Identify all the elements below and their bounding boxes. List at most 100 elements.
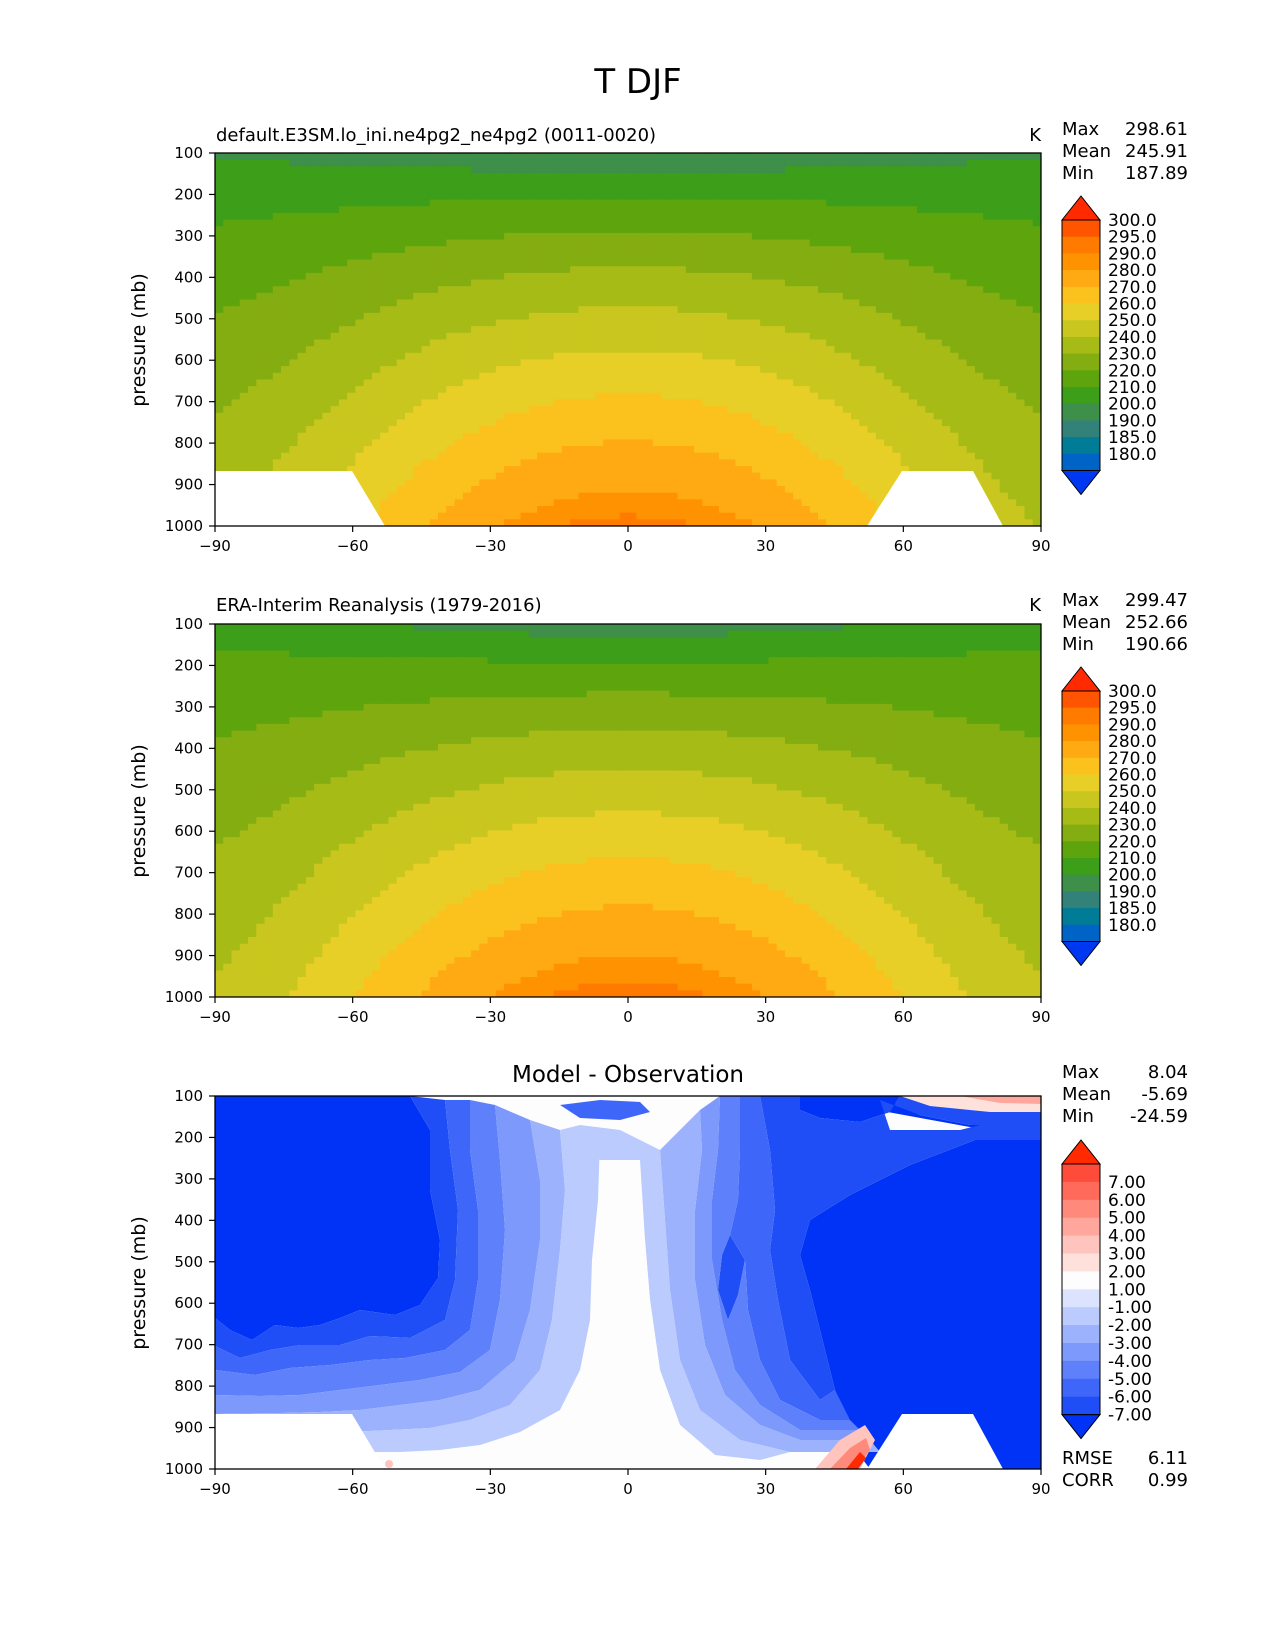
contour-cell	[727, 326, 736, 334]
contour-cell	[727, 366, 736, 374]
contour-cell	[239, 332, 249, 341]
contour-cell	[677, 372, 687, 381]
contour-cell	[628, 172, 637, 181]
contour-cell	[413, 246, 423, 254]
contour-cell	[504, 286, 513, 294]
contour-cell	[991, 426, 1001, 434]
contour-cell	[793, 212, 803, 221]
contour-cell	[1024, 472, 1034, 480]
contour-cell	[429, 339, 439, 347]
contour-cell	[974, 299, 984, 307]
contour-cell	[644, 446, 654, 454]
contour-cell	[281, 212, 290, 221]
contour-cell	[330, 332, 340, 341]
contour-cell	[661, 166, 670, 174]
contour-cell	[404, 246, 414, 254]
contour-cell	[718, 272, 728, 281]
contour-cell	[347, 179, 357, 187]
contour-cell	[760, 372, 770, 381]
contour-cell	[338, 299, 348, 307]
contour-cell	[520, 219, 530, 227]
contour-cell	[330, 306, 340, 314]
contour-cell	[545, 432, 555, 441]
contour-cell	[875, 172, 885, 181]
contour-cell	[628, 192, 637, 201]
contour-cell	[355, 226, 365, 234]
contour-cell	[1016, 412, 1026, 421]
contour-cell	[958, 252, 968, 261]
contour-cell	[454, 426, 464, 434]
contour-cell	[454, 266, 464, 274]
contour-cell	[305, 166, 315, 174]
contour-cell	[338, 179, 348, 187]
contour-cell	[611, 352, 621, 361]
contour-cell	[834, 166, 844, 174]
contour-cell	[900, 352, 910, 361]
contour-cell	[528, 472, 538, 480]
contour-cell	[256, 379, 266, 387]
contour-cell	[347, 279, 357, 287]
contour-cell	[842, 252, 852, 261]
contour-cell	[578, 259, 588, 267]
contour-cell	[941, 452, 951, 460]
contour-cell	[239, 446, 249, 454]
contour-cell	[801, 406, 811, 414]
contour-cell	[983, 446, 993, 454]
contour-cell	[363, 466, 373, 474]
contour-cell	[735, 219, 745, 227]
contour-cell	[636, 219, 646, 227]
contour-cell	[504, 459, 513, 467]
contour-cell	[784, 299, 794, 307]
contour-cell	[347, 312, 357, 321]
contour-cell	[983, 386, 993, 394]
contour-cell	[809, 279, 819, 287]
contour-cell	[537, 472, 546, 480]
contour-cell	[867, 199, 877, 207]
contour-cell	[421, 153, 431, 161]
contour-cell	[735, 399, 745, 407]
contour-cell	[264, 286, 274, 294]
contour-cell	[941, 399, 951, 407]
contour-cell	[297, 426, 307, 434]
contour-cell	[479, 399, 489, 407]
contour-cell	[636, 472, 646, 480]
contour-cell	[471, 246, 480, 254]
contour-cell	[694, 172, 703, 181]
contour-cell	[735, 259, 745, 267]
contour-cell	[371, 379, 381, 387]
contour-cell	[677, 312, 687, 321]
contour-cell	[933, 292, 943, 301]
contour-cell	[454, 279, 464, 287]
contour-cell	[239, 312, 249, 321]
contour-cell	[925, 259, 935, 267]
contour-cell	[248, 239, 257, 247]
contour-cell	[471, 199, 480, 207]
contour-cell	[421, 199, 431, 207]
contour-cell	[1016, 439, 1026, 447]
contour-cell	[776, 159, 786, 167]
contour-cell	[751, 172, 761, 181]
contour-cell	[429, 286, 439, 294]
contour-cell	[875, 319, 885, 327]
contour-cell	[371, 366, 381, 374]
contour-cell	[710, 366, 720, 374]
contour-cell	[281, 286, 290, 294]
contour-cell	[941, 239, 951, 247]
contour-cell	[520, 399, 530, 407]
contour-cell	[801, 459, 811, 467]
contour-cell	[892, 472, 902, 480]
contour-cell	[347, 306, 357, 314]
contour-cell	[338, 312, 348, 321]
contour-cell	[248, 292, 257, 301]
contour-cell	[751, 226, 761, 234]
contour-cell	[941, 179, 951, 187]
contour-cell	[892, 406, 902, 414]
contour-cell	[1032, 179, 1041, 187]
contour-cell	[661, 372, 670, 381]
contour-cell	[371, 266, 381, 274]
contour-cell	[784, 239, 794, 247]
contour-cell	[925, 466, 935, 474]
contour-cell	[950, 252, 959, 261]
contour-cell	[1032, 386, 1041, 394]
contour-cell	[884, 192, 893, 201]
